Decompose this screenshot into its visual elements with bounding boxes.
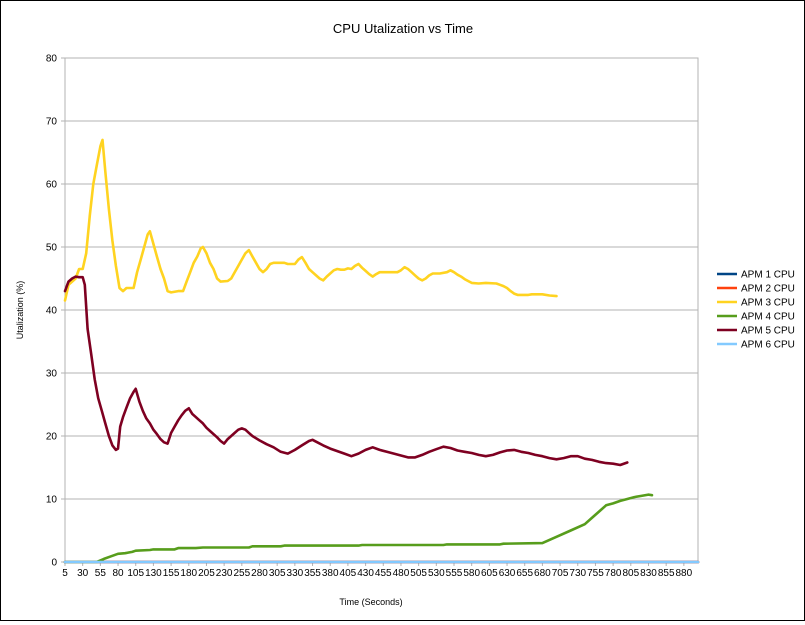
x-tick-label: 380 bbox=[322, 568, 339, 579]
grid-lines bbox=[65, 57, 698, 563]
x-tick-label: 855 bbox=[658, 568, 675, 579]
x-tick-label: 805 bbox=[622, 568, 639, 579]
x-tick-label: 230 bbox=[216, 568, 233, 579]
x-tick-label: 755 bbox=[587, 568, 604, 579]
y-tick-label: 20 bbox=[46, 432, 58, 443]
x-tick-label: 530 bbox=[428, 568, 445, 579]
x-tick-label: 5 bbox=[62, 568, 68, 579]
x-tick-label: 355 bbox=[304, 568, 321, 579]
chart-title: CPU Utalization vs Time bbox=[333, 21, 473, 36]
series-lines bbox=[63, 138, 700, 564]
legend-label: APM 5 CPU bbox=[741, 326, 795, 337]
x-tick-label: 330 bbox=[287, 568, 304, 579]
x-tick-label: 105 bbox=[127, 568, 144, 579]
y-tick-label: 10 bbox=[46, 495, 58, 506]
y-axis-label: Utalization (%) bbox=[15, 281, 25, 340]
y-tick-label: 70 bbox=[46, 117, 58, 128]
series-line-apm-3-cpu bbox=[63, 138, 558, 302]
y-tick-label: 80 bbox=[46, 54, 58, 65]
x-tick-label: 780 bbox=[605, 568, 622, 579]
x-tick-label: 305 bbox=[269, 568, 286, 579]
x-tick-label: 255 bbox=[233, 568, 250, 579]
x-tick-label: 730 bbox=[569, 568, 586, 579]
x-tick-label: 155 bbox=[163, 568, 180, 579]
y-tick-label: 30 bbox=[46, 369, 58, 380]
x-tick-label: 605 bbox=[481, 568, 498, 579]
legend-label: APM 4 CPU bbox=[741, 312, 795, 323]
legend-label: APM 3 CPU bbox=[741, 298, 795, 309]
x-tick-label: 630 bbox=[499, 568, 516, 579]
y-tick-label: 60 bbox=[46, 180, 58, 191]
x-tick-label: 80 bbox=[112, 568, 124, 579]
x-tick-label: 55 bbox=[95, 568, 107, 579]
legend-label: APM 1 CPU bbox=[741, 270, 795, 281]
y-tick-label: 40 bbox=[46, 306, 58, 317]
x-tick-label: 430 bbox=[357, 568, 374, 579]
series-line-apm-4-cpu bbox=[63, 493, 654, 564]
x-tick-label: 480 bbox=[393, 568, 410, 579]
x-tick-label: 405 bbox=[340, 568, 357, 579]
x-tick-label: 880 bbox=[676, 568, 693, 579]
x-tick-label: 30 bbox=[77, 568, 89, 579]
x-tick-label: 830 bbox=[640, 568, 657, 579]
legend-label: APM 6 CPU bbox=[741, 340, 795, 351]
x-tick-label: 655 bbox=[516, 568, 533, 579]
x-tick-label: 180 bbox=[180, 568, 197, 579]
legend: APM 1 CPU APM 2 CPU APM 3 CPU APM 4 CPU APM … bbox=[717, 270, 795, 351]
legend-label: APM 2 CPU bbox=[741, 284, 795, 295]
x-tick-label: 555 bbox=[446, 568, 463, 579]
x-tick-label: 680 bbox=[534, 568, 551, 579]
x-tick-label: 455 bbox=[375, 568, 392, 579]
x-tick-label: 505 bbox=[410, 568, 427, 579]
x-tick-label: 280 bbox=[251, 568, 268, 579]
series-line-apm-5-cpu bbox=[63, 275, 629, 467]
y-tick-label: 50 bbox=[46, 243, 58, 254]
x-axis-label: Time (Seconds) bbox=[339, 597, 402, 607]
x-tick-label: 205 bbox=[198, 568, 215, 579]
x-tick-label: 705 bbox=[552, 568, 569, 579]
x-tick-label: 130 bbox=[145, 568, 162, 579]
x-tick-label: 580 bbox=[463, 568, 480, 579]
y-tick-label: 0 bbox=[51, 558, 57, 569]
